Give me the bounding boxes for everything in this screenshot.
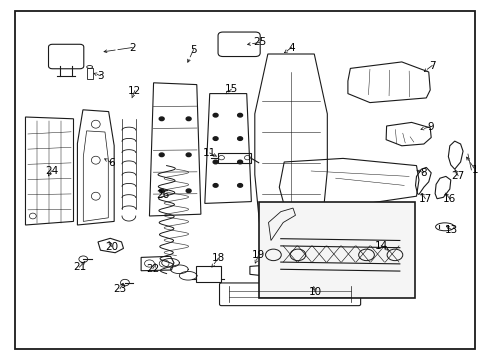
Circle shape xyxy=(238,113,243,117)
Circle shape xyxy=(238,137,243,140)
Text: 15: 15 xyxy=(224,84,238,94)
Text: 27: 27 xyxy=(451,171,465,181)
Bar xyxy=(259,202,415,298)
Text: 7: 7 xyxy=(429,60,436,71)
Text: 6: 6 xyxy=(108,158,115,168)
Text: 23: 23 xyxy=(113,284,127,294)
Text: 8: 8 xyxy=(420,168,427,178)
Circle shape xyxy=(186,117,191,121)
Text: 25: 25 xyxy=(253,37,267,48)
Text: 24: 24 xyxy=(45,166,58,176)
Bar xyxy=(218,153,251,163)
Circle shape xyxy=(213,160,218,164)
Circle shape xyxy=(159,153,164,157)
Text: 1: 1 xyxy=(472,165,479,175)
Text: 16: 16 xyxy=(443,194,457,204)
Text: 14: 14 xyxy=(374,240,388,251)
Text: 11: 11 xyxy=(203,148,217,158)
Circle shape xyxy=(238,184,243,187)
Circle shape xyxy=(159,189,164,193)
Circle shape xyxy=(238,160,243,164)
Text: 18: 18 xyxy=(211,253,225,264)
Text: 9: 9 xyxy=(427,122,434,132)
Text: 5: 5 xyxy=(190,45,197,55)
Text: 20: 20 xyxy=(105,242,118,252)
Circle shape xyxy=(159,117,164,121)
Text: 26: 26 xyxy=(156,190,170,200)
Circle shape xyxy=(213,113,218,117)
Circle shape xyxy=(186,153,191,157)
Bar xyxy=(196,266,220,282)
Text: 2: 2 xyxy=(129,42,136,53)
Circle shape xyxy=(213,184,218,187)
Text: 17: 17 xyxy=(418,194,432,204)
Circle shape xyxy=(213,137,218,140)
Text: 19: 19 xyxy=(252,250,266,260)
Text: 22: 22 xyxy=(146,264,160,274)
Text: 10: 10 xyxy=(309,287,321,297)
Bar xyxy=(87,68,93,79)
Text: 13: 13 xyxy=(445,225,459,235)
Text: 3: 3 xyxy=(97,71,104,81)
Text: 4: 4 xyxy=(288,42,295,53)
Text: 12: 12 xyxy=(128,86,142,96)
Text: 21: 21 xyxy=(73,262,86,272)
Circle shape xyxy=(186,189,191,193)
